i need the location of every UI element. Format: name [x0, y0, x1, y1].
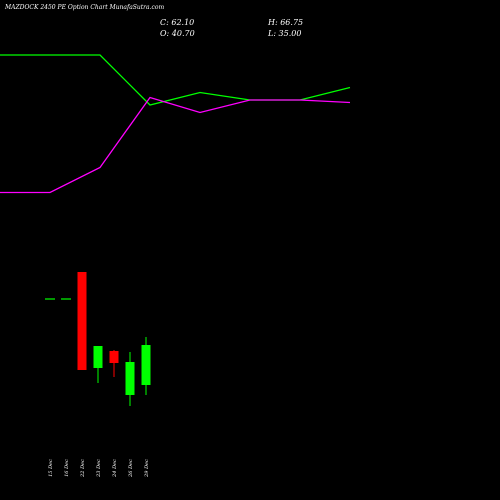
candle-body-5 [109, 351, 119, 363]
open-value: O: 40.70 [160, 29, 195, 38]
candle-body-7 [141, 345, 151, 385]
x-tick-label-4: 23 Dec [96, 459, 102, 478]
x-tick-label-5: 24 Dec [112, 459, 118, 478]
close-value: C: 62.10 [160, 18, 195, 27]
candle-body-4 [93, 346, 103, 368]
x-tick-label-1: 15 Dec [48, 459, 54, 477]
line-series-1 [0, 54, 351, 106]
x-tick-label-7: 29 Dec [144, 459, 150, 478]
high-value: H: 66.75 [268, 18, 304, 27]
line-series-2 [0, 96, 351, 194]
chart-title: MAZDOCK 2450 PE Option Chart MunafaSutra… [5, 4, 165, 11]
low-value: L: 35.00 [268, 29, 302, 38]
candle-body-3 [77, 272, 87, 370]
x-tick-label-2: 16 Dec [64, 459, 70, 477]
x-tick-label-6: 26 Dec [128, 459, 134, 478]
x-tick-label-3: 22 Dec [80, 459, 86, 478]
candle-body-6 [125, 362, 135, 395]
